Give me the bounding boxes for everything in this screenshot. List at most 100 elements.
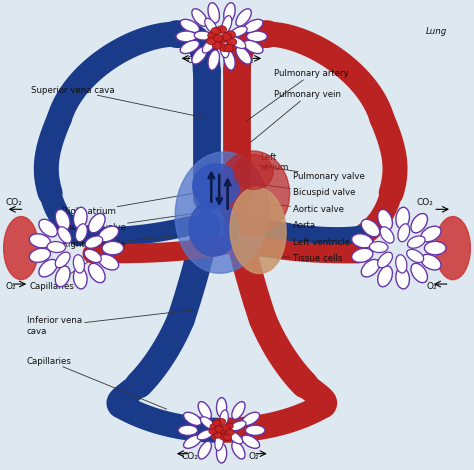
Ellipse shape <box>102 242 124 255</box>
Text: Capillaries: Capillaries <box>29 262 88 291</box>
Ellipse shape <box>407 250 424 263</box>
Ellipse shape <box>224 3 235 23</box>
Ellipse shape <box>208 50 219 70</box>
Ellipse shape <box>205 18 217 34</box>
Ellipse shape <box>396 255 407 273</box>
Text: Capillaries: Capillaries <box>27 357 167 409</box>
Ellipse shape <box>232 402 245 419</box>
Text: O₂: O₂ <box>426 282 437 291</box>
Ellipse shape <box>73 267 87 289</box>
Ellipse shape <box>424 242 446 255</box>
Ellipse shape <box>84 250 101 263</box>
Text: O₂: O₂ <box>6 282 16 291</box>
Ellipse shape <box>183 412 201 425</box>
Ellipse shape <box>217 36 227 43</box>
Ellipse shape <box>396 207 410 229</box>
Ellipse shape <box>369 242 388 252</box>
Ellipse shape <box>352 248 373 262</box>
Ellipse shape <box>232 441 245 459</box>
Ellipse shape <box>230 37 246 48</box>
Ellipse shape <box>421 254 441 270</box>
Ellipse shape <box>217 151 290 235</box>
Ellipse shape <box>378 266 392 287</box>
Ellipse shape <box>89 263 105 282</box>
Ellipse shape <box>29 234 51 248</box>
Ellipse shape <box>99 254 118 270</box>
Ellipse shape <box>39 259 57 277</box>
Ellipse shape <box>218 419 226 425</box>
Ellipse shape <box>215 426 223 432</box>
Ellipse shape <box>180 40 200 54</box>
Ellipse shape <box>222 16 232 33</box>
Ellipse shape <box>197 430 213 440</box>
Ellipse shape <box>73 255 84 273</box>
Ellipse shape <box>183 435 201 448</box>
Ellipse shape <box>192 47 207 64</box>
Ellipse shape <box>29 248 51 262</box>
Text: Aortic valve: Aortic valve <box>256 203 344 214</box>
Ellipse shape <box>246 425 265 435</box>
Ellipse shape <box>411 213 428 233</box>
Text: Right atrium: Right atrium <box>62 191 206 216</box>
Text: Superior vena cava: Superior vena cava <box>31 86 204 118</box>
Ellipse shape <box>4 217 39 280</box>
Ellipse shape <box>212 42 222 49</box>
Ellipse shape <box>208 3 219 23</box>
Ellipse shape <box>210 423 218 430</box>
Ellipse shape <box>55 252 70 268</box>
Ellipse shape <box>219 434 228 440</box>
Ellipse shape <box>242 435 260 448</box>
Ellipse shape <box>435 217 470 280</box>
Ellipse shape <box>198 402 211 419</box>
Ellipse shape <box>180 19 200 32</box>
Text: Bicuspid valve: Bicuspid valve <box>256 184 356 197</box>
Text: Pulmonary vein: Pulmonary vein <box>251 90 341 142</box>
Text: Pulmonary artery: Pulmonary artery <box>246 69 349 121</box>
Ellipse shape <box>73 207 87 229</box>
Ellipse shape <box>224 50 235 70</box>
Ellipse shape <box>408 236 425 248</box>
Ellipse shape <box>175 152 269 273</box>
Ellipse shape <box>176 31 197 42</box>
Ellipse shape <box>55 266 70 287</box>
Ellipse shape <box>208 31 218 39</box>
Text: O₂: O₂ <box>243 56 254 65</box>
Ellipse shape <box>220 410 228 427</box>
Text: Lung: Lung <box>426 27 447 36</box>
Ellipse shape <box>224 45 234 52</box>
Text: Pulmonary valve: Pulmonary valve <box>258 165 365 181</box>
Ellipse shape <box>213 35 223 42</box>
Ellipse shape <box>226 429 234 435</box>
Ellipse shape <box>202 39 216 53</box>
Ellipse shape <box>396 267 410 289</box>
Ellipse shape <box>207 37 216 45</box>
Ellipse shape <box>361 259 380 277</box>
Text: CO₂: CO₂ <box>186 56 203 65</box>
Text: Inferior vena
cava: Inferior vena cava <box>27 310 192 336</box>
Text: Right ventricle: Right ventricle <box>62 233 201 249</box>
Ellipse shape <box>221 33 231 40</box>
Ellipse shape <box>361 219 380 237</box>
Ellipse shape <box>194 31 212 40</box>
Text: Left
atrium: Left atrium <box>260 153 289 172</box>
Ellipse shape <box>217 443 227 463</box>
Ellipse shape <box>189 200 238 256</box>
Ellipse shape <box>58 227 72 243</box>
Ellipse shape <box>223 434 232 440</box>
Ellipse shape <box>217 398 227 417</box>
Ellipse shape <box>244 19 263 32</box>
Ellipse shape <box>217 26 227 33</box>
Ellipse shape <box>378 210 392 230</box>
Ellipse shape <box>242 412 260 425</box>
Ellipse shape <box>75 224 87 242</box>
Ellipse shape <box>244 40 263 54</box>
Ellipse shape <box>421 226 441 242</box>
Ellipse shape <box>228 431 243 444</box>
Ellipse shape <box>220 40 229 58</box>
Ellipse shape <box>85 236 103 248</box>
Ellipse shape <box>218 427 226 433</box>
Ellipse shape <box>178 425 198 435</box>
Ellipse shape <box>198 441 211 459</box>
Ellipse shape <box>39 219 57 237</box>
Ellipse shape <box>236 9 251 26</box>
